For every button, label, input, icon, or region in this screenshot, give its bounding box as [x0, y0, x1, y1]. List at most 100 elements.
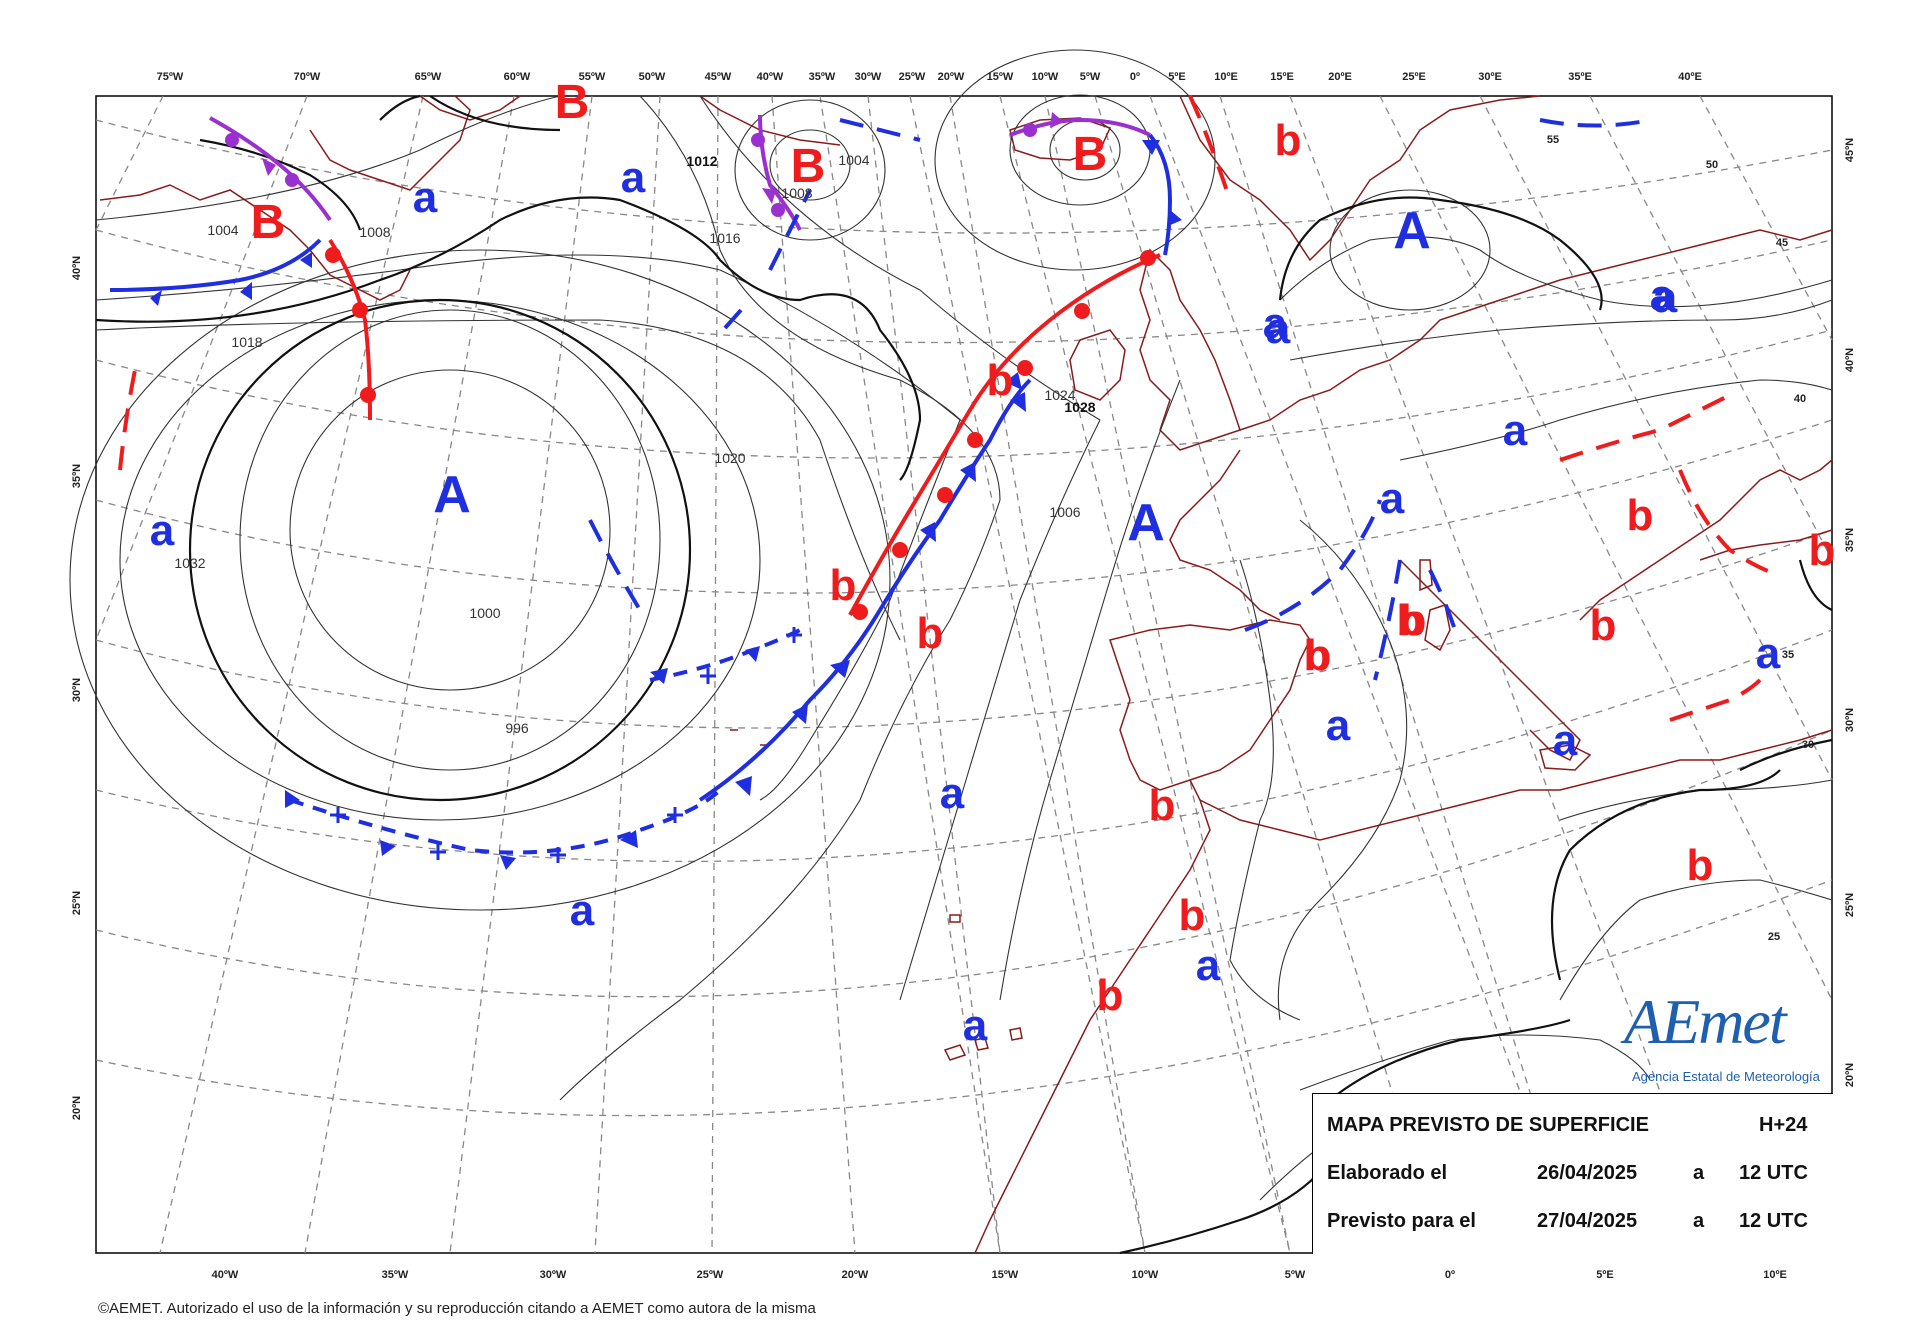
secondary-low: b: [1305, 631, 1332, 680]
secondary-high: a: [570, 886, 595, 935]
isobar-label: 1012: [686, 153, 717, 169]
isobar-label: 1000: [469, 605, 500, 621]
secondary-low: b: [1809, 526, 1836, 575]
isobar-label: 1024: [1044, 387, 1075, 403]
right-latitude-label: 30ºN: [1844, 708, 1856, 732]
map-frame: [95, 95, 1833, 1254]
secondary-low: b: [917, 609, 944, 658]
front-symbols: [150, 112, 1182, 870]
bottom-longitude-labels: 40ºW 35ºW 30ºW 25ºW 20ºW 15ºW 10ºW 5ºW 0º 5ºE 10ºE: [212, 1269, 1787, 1281]
top-longitude-label: 0º: [1130, 71, 1140, 83]
made-time: 12 UTC: [1739, 1162, 1808, 1184]
top-longitude-label: 20ºW: [938, 71, 965, 83]
secondary-high: a: [1553, 716, 1578, 765]
secondary-low: b: [1179, 891, 1206, 940]
bold-isobars: [95, 94, 1833, 1255]
top-longitude-label: 30ºE: [1478, 71, 1502, 83]
secondary-high: a: [1650, 271, 1675, 320]
inner-latitude-label: 25: [1768, 931, 1780, 943]
top-longitude-label: 35ºW: [809, 71, 836, 83]
secondary-high: a: [1503, 406, 1528, 455]
top-longitude-label: 15ºW: [987, 71, 1014, 83]
secondary-low: b: [1590, 601, 1617, 650]
isobars: [69, 49, 1833, 1201]
secondary-high: a: [150, 506, 175, 555]
isobar-label: 1028: [1064, 399, 1095, 415]
low-pressure-center: B: [251, 196, 286, 249]
bottom-longitude-label: 25ºW: [697, 1269, 724, 1281]
made-at: a: [1693, 1162, 1705, 1184]
isobar-label: 1008: [359, 224, 390, 240]
top-longitude-labels: 75ºW 70ºW 65ºW 60ºW 55ºW 50ºW 45ºW 40ºW 35ºW 30ºW…: [157, 71, 1702, 83]
bottom-longitude-label: 10ºE: [1763, 1269, 1787, 1281]
valid-at: a: [1693, 1210, 1705, 1232]
right-latitude-label: 40ºN: [1844, 348, 1856, 372]
left-latitude-label: 35ºN: [71, 464, 83, 488]
inner-latitude-label: 35: [1782, 649, 1794, 661]
top-longitude-label: 65ºW: [415, 71, 442, 83]
inner-latitude-label: 30: [1802, 739, 1814, 751]
left-latitude-label: 20ºN: [71, 1096, 83, 1120]
secondary-high: a: [1266, 304, 1291, 353]
top-longitude-label: 40ºE: [1678, 71, 1702, 83]
forecast-info-box: MAPA PREVISTO DE SUPERFICIE H+24 Elabora…: [1312, 1093, 1833, 1254]
top-longitude-label: 75ºW: [157, 71, 184, 83]
bottom-longitude-label: 35ºW: [382, 1269, 409, 1281]
secondary-high: a: [1196, 941, 1221, 990]
top-longitude-label: 45ºW: [705, 71, 732, 83]
logo-wordmark: AEmet: [1624, 986, 1787, 1057]
secondary-high: a: [1653, 273, 1678, 322]
secondary-high: a: [1380, 474, 1405, 523]
isobar-label: 1004: [207, 222, 238, 238]
top-longitude-label: 40ºW: [757, 71, 784, 83]
isobar-label: 996: [505, 720, 529, 736]
top-longitude-label: 70ºW: [294, 71, 321, 83]
secondary-low: b: [1400, 596, 1427, 645]
isobar-label: 1018: [231, 334, 262, 350]
map-title: MAPA PREVISTO DE SUPERFICIE: [1327, 1114, 1649, 1136]
made-label: Elaborado el: [1327, 1162, 1448, 1184]
logo-subtitle: Agencia Estatal de Meteorología: [1632, 1069, 1820, 1084]
high-pressure-center: A: [1393, 202, 1431, 260]
inner-latitude-label: 50: [1706, 159, 1718, 171]
low-pressure-center: B: [791, 140, 826, 193]
isobar-label: 1032: [174, 555, 205, 571]
secondary-high: a: [940, 769, 965, 818]
isobar-label: 1008: [781, 185, 812, 201]
left-latitude-label: 30ºN: [71, 678, 83, 702]
valid-date: 27/04/2025: [1537, 1210, 1638, 1232]
valid-label: Previsto para el: [1327, 1210, 1476, 1232]
bottom-longitude-label: 0º: [1445, 1269, 1455, 1281]
copyright-notice: ©AEMET. Autorizado el uso de la informac…: [98, 1300, 816, 1317]
high-pressure-center: A: [1127, 494, 1165, 552]
top-longitude-label: 5ºW: [1080, 71, 1101, 83]
low-pressure-center: B: [555, 76, 590, 129]
bottom-longitude-label: 5ºW: [1285, 1269, 1306, 1281]
secondary-low: b: [987, 356, 1014, 405]
top-longitude-label: 55ºW: [579, 71, 606, 83]
weather-fronts: [109, 95, 1781, 855]
secondary-high: a: [1326, 701, 1351, 750]
secondary-low: b: [1397, 596, 1424, 645]
top-longitude-label: 15ºE: [1270, 71, 1294, 83]
secondary-low: b: [1275, 116, 1302, 165]
top-longitude-label: 5ºE: [1168, 71, 1185, 83]
top-longitude-label: 25ºE: [1402, 71, 1426, 83]
top-longitude-label: 60ºW: [504, 71, 531, 83]
secondary-low: b: [1097, 971, 1124, 1020]
bottom-longitude-label: 10ºW: [1132, 1269, 1159, 1281]
right-latitude-label: 45ºN: [1844, 138, 1856, 162]
valid-time: 12 UTC: [1739, 1210, 1808, 1232]
bottom-longitude-label: 40ºW: [212, 1269, 239, 1281]
high-pressure-center: A: [433, 466, 471, 524]
secondary-low: b: [1304, 631, 1331, 680]
top-longitude-label: 25ºW: [899, 71, 926, 83]
secondary-high: a: [621, 153, 646, 202]
bottom-longitude-label: 30ºW: [540, 1269, 567, 1281]
isobar-label: 1016: [709, 230, 740, 246]
secondary-high: a: [1263, 299, 1288, 348]
secondary-low: b: [1687, 841, 1714, 890]
